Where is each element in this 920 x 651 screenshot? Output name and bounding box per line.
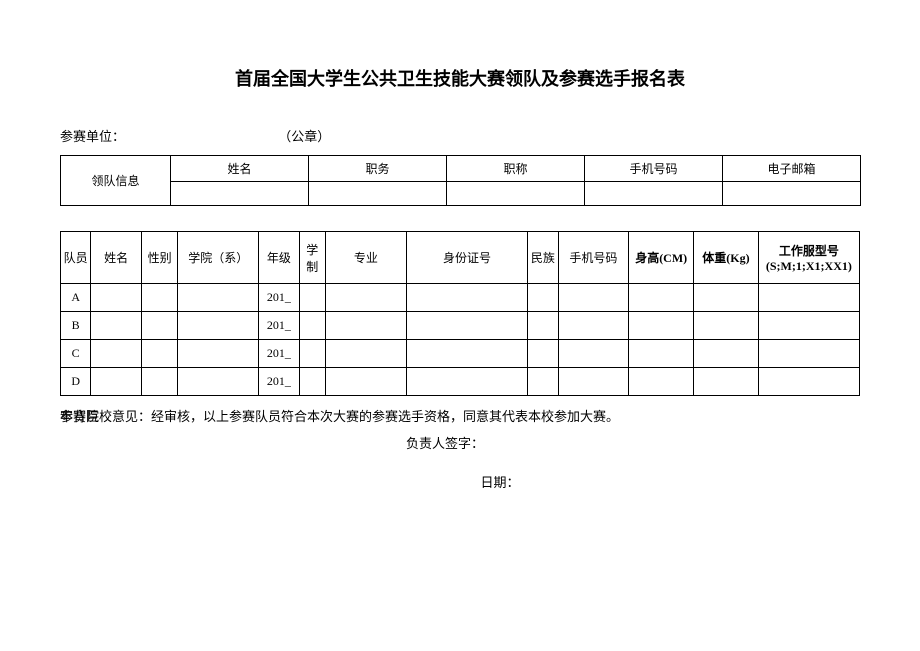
leader-cell xyxy=(723,182,861,206)
player-cell xyxy=(694,368,759,396)
player-cell xyxy=(694,312,759,340)
grade-cell: 201_ xyxy=(259,284,299,312)
leader-cell xyxy=(585,182,723,206)
player-header-grade: 年级 xyxy=(259,232,299,284)
leader-row-header: 领队信息 xyxy=(61,156,171,206)
player-cell xyxy=(629,284,694,312)
leader-cell xyxy=(171,182,309,206)
player-cell xyxy=(325,340,406,368)
player-cell xyxy=(406,312,527,340)
player-cell xyxy=(406,368,527,396)
player-cell xyxy=(528,340,558,368)
leader-header-email: 电子邮箱 xyxy=(723,156,861,182)
player-header-system: 学制 xyxy=(299,232,325,284)
player-cell xyxy=(629,340,694,368)
player-cell xyxy=(91,284,142,312)
player-cell xyxy=(758,340,859,368)
opinion-text: 参赛院校意见：经审核，以上参赛队员符合本次大赛的参赛选手资格，同意其代表本校参加… xyxy=(60,406,860,425)
player-header-ethnic: 民族 xyxy=(528,232,558,284)
table-row: A 201_ xyxy=(61,284,860,312)
member-cell: A xyxy=(61,284,91,312)
player-header-height: 身高(CM) xyxy=(629,232,694,284)
player-cell xyxy=(91,368,142,396)
player-header-phone: 手机号码 xyxy=(558,232,629,284)
player-cell xyxy=(558,340,629,368)
player-cell xyxy=(141,340,177,368)
player-header-major: 专业 xyxy=(325,232,406,284)
player-cell xyxy=(91,340,142,368)
player-cell xyxy=(325,312,406,340)
player-cell xyxy=(299,368,325,396)
member-cell: B xyxy=(61,312,91,340)
grade-cell: 201_ xyxy=(259,312,299,340)
player-cell xyxy=(558,368,629,396)
player-cell xyxy=(141,368,177,396)
player-cell xyxy=(758,284,859,312)
player-table: 队员 姓名 性别 学院（系） 年级 学制 专业 身份证号 民族 手机号码 身高(… xyxy=(60,231,860,396)
stamp-label: （公章） xyxy=(278,129,330,144)
leader-cell xyxy=(447,182,585,206)
leader-header-title: 职称 xyxy=(447,156,585,182)
player-header-name: 姓名 xyxy=(91,232,142,284)
table-row: C 201_ xyxy=(61,340,860,368)
player-cell xyxy=(299,284,325,312)
leader-header-name: 姓名 xyxy=(171,156,309,182)
player-cell xyxy=(629,312,694,340)
grade-cell: 201_ xyxy=(259,368,299,396)
table-row: D 201_ xyxy=(61,368,860,396)
unit-label: 参赛单位： xyxy=(60,129,125,144)
player-cell xyxy=(758,312,859,340)
player-cell xyxy=(528,284,558,312)
player-cell xyxy=(325,368,406,396)
player-cell xyxy=(406,284,527,312)
player-cell xyxy=(178,312,259,340)
player-cell xyxy=(141,284,177,312)
player-header-weight: 体重(Kg) xyxy=(694,232,759,284)
player-cell xyxy=(528,368,558,396)
date-label: 日期： xyxy=(140,472,860,491)
player-header-member: 队员 xyxy=(61,232,91,284)
player-header-size: 工作服型号(S;M;1;X1;XX1) xyxy=(758,232,859,284)
player-cell xyxy=(528,312,558,340)
player-cell xyxy=(629,368,694,396)
player-cell xyxy=(178,368,259,396)
appendix-text: 牢背巨 xyxy=(60,406,99,425)
player-header-idcard: 身份证号 xyxy=(406,232,527,284)
player-cell xyxy=(406,340,527,368)
signature-label: 负责人签字： xyxy=(30,433,860,452)
table-row: B 201_ xyxy=(61,312,860,340)
member-cell: C xyxy=(61,340,91,368)
player-cell xyxy=(694,284,759,312)
player-header-gender: 性别 xyxy=(141,232,177,284)
unit-line: 参赛单位： （公章） xyxy=(60,126,860,145)
player-cell xyxy=(141,312,177,340)
leader-header-phone: 手机号码 xyxy=(585,156,723,182)
member-cell: D xyxy=(61,368,91,396)
grade-cell: 201_ xyxy=(259,340,299,368)
leader-cell xyxy=(309,182,447,206)
player-cell xyxy=(178,284,259,312)
player-cell xyxy=(558,284,629,312)
document-title: 首届全国大学生公共卫生技能大赛领队及参赛选手报名表 xyxy=(60,65,860,91)
player-cell xyxy=(299,312,325,340)
player-header-college: 学院（系） xyxy=(178,232,259,284)
player-cell xyxy=(694,340,759,368)
player-cell xyxy=(325,284,406,312)
leader-info-table: 领队信息 姓名 职务 职称 手机号码 电子邮箱 xyxy=(60,155,861,206)
player-cell xyxy=(299,340,325,368)
player-cell xyxy=(758,368,859,396)
player-cell xyxy=(178,340,259,368)
player-cell xyxy=(558,312,629,340)
leader-header-position: 职务 xyxy=(309,156,447,182)
player-cell xyxy=(91,312,142,340)
